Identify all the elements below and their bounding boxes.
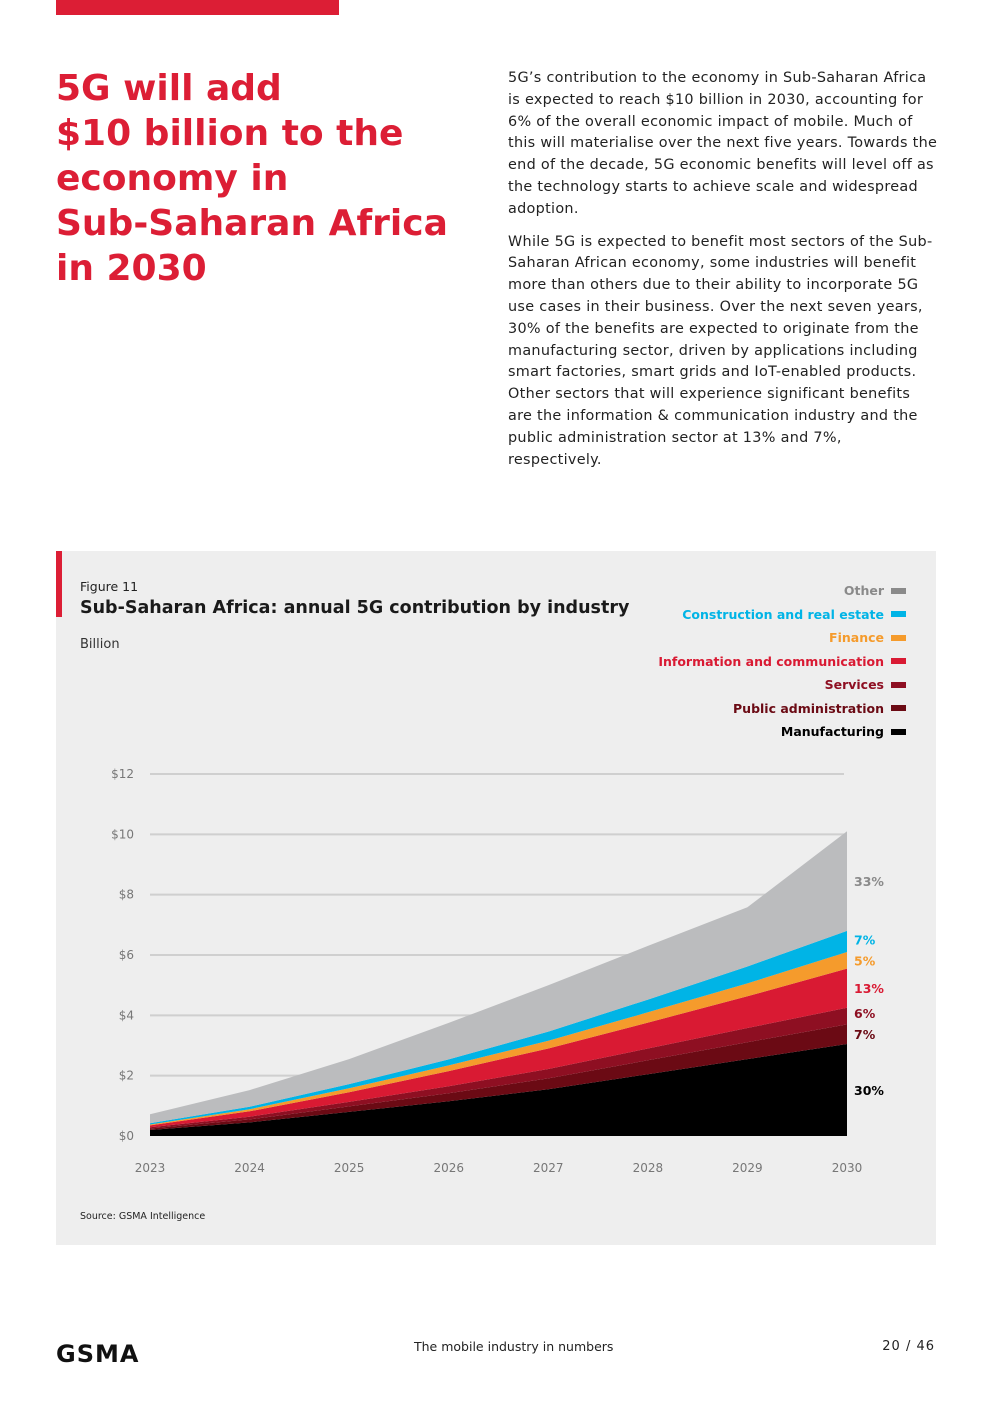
legend-label: Construction and real estate — [682, 606, 884, 622]
area-other — [150, 831, 847, 1124]
y-tick-label: $10 — [111, 827, 134, 841]
y-tick-label: $2 — [119, 1069, 134, 1083]
y-tick-label: $12 — [111, 767, 134, 781]
legend-swatch — [891, 587, 906, 594]
footer-publication-title: The mobile industry in numbers — [414, 1339, 614, 1354]
area-manufacturing — [150, 1044, 847, 1136]
legend-label: Information and communication — [658, 653, 884, 669]
end-value-label: 6% — [854, 1006, 876, 1021]
end-value-label: 7% — [854, 1027, 876, 1042]
legend-item: Services — [586, 673, 906, 697]
body-paragraph: While 5G is expected to benefit most sec… — [508, 233, 933, 468]
legend-item: Information and communication — [586, 650, 906, 674]
figure-label: Figure 11 — [80, 579, 139, 594]
x-tick-label: 2029 — [732, 1161, 763, 1175]
legend-label: Manufacturing — [780, 724, 884, 740]
legend-label: Services — [824, 677, 884, 693]
legend-item: Manufacturing — [586, 720, 906, 744]
figure-unit-label: Billion — [80, 637, 120, 652]
area-chart: $0 $2 $4 $6 $8 $10 $12 30% 7% 6% 13% 5% 7% 33% 2023 202… — [111, 767, 884, 1175]
legend-label: Finance — [829, 630, 884, 646]
x-tick-label: 2027 — [533, 1161, 564, 1175]
end-value-label: 33% — [854, 874, 884, 889]
legend-item: Finance — [586, 626, 906, 650]
body-text: 5G’s contribution to the economy in Sub-… — [508, 68, 938, 482]
legend-item: Other — [586, 579, 906, 603]
end-value-label: 13% — [854, 981, 884, 996]
figure-source: Source: GSMA Intelligence — [80, 1211, 206, 1222]
legend-item: Construction and real estate — [586, 603, 906, 627]
x-tick-label: 2030 — [832, 1161, 863, 1175]
y-tick-label: $6 — [119, 948, 134, 962]
legend-swatch — [891, 611, 906, 618]
x-tick-label: 2026 — [433, 1161, 464, 1175]
end-value-label: 7% — [854, 932, 876, 947]
legend-swatch — [891, 658, 906, 665]
figure-panel: Figure 11 Sub-Saharan Africa: annual 5G … — [56, 551, 936, 1245]
body-paragraph: 5G’s contribution to the economy in Sub-… — [508, 70, 938, 217]
x-tick-label: 2025 — [334, 1161, 365, 1175]
x-tick-label: 2028 — [633, 1161, 664, 1175]
legend-item: Public administration — [586, 697, 906, 721]
legend-swatch — [891, 728, 906, 735]
top-accent-bar — [56, 0, 339, 15]
end-value-label: 5% — [854, 953, 876, 968]
gsma-logo: GSMA — [56, 1340, 140, 1368]
legend-label: Public administration — [733, 700, 884, 716]
chart-legend: Other Construction and real estate Finance… — [586, 579, 906, 744]
legend-swatch — [891, 705, 906, 712]
page-headline: 5G will add $10 billion to the economy i… — [56, 68, 448, 289]
page-number: 20 / 46 — [882, 1339, 935, 1354]
figure-accent-bar — [56, 551, 62, 617]
legend-swatch — [891, 634, 906, 641]
x-tick-label: 2023 — [135, 1161, 166, 1175]
legend-label: Other — [843, 583, 884, 599]
y-tick-label: $4 — [119, 1008, 134, 1022]
figure-title: Sub-Saharan Africa: annual 5G contributi… — [80, 598, 630, 618]
y-tick-label: $0 — [119, 1129, 134, 1143]
x-tick-label: 2024 — [234, 1161, 265, 1175]
end-value-label: 30% — [854, 1083, 884, 1098]
legend-swatch — [891, 681, 906, 688]
y-tick-label: $8 — [119, 888, 134, 902]
